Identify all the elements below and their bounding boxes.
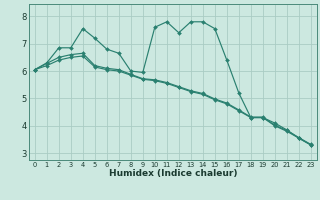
X-axis label: Humidex (Indice chaleur): Humidex (Indice chaleur) [108,169,237,178]
